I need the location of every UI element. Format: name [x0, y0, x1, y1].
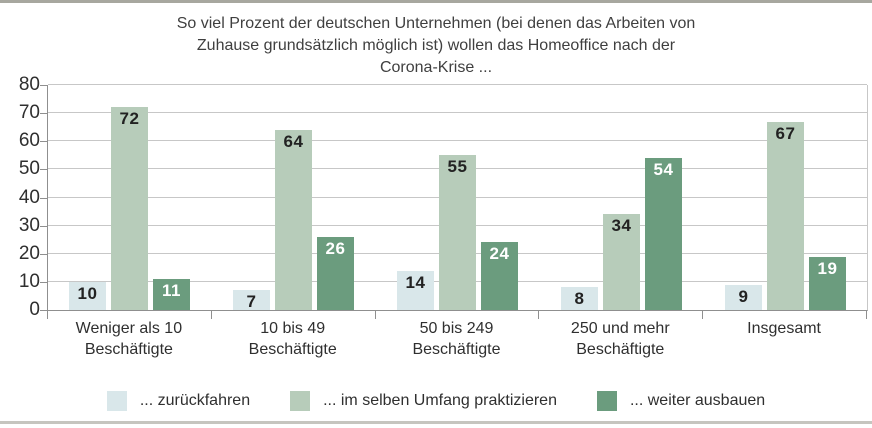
bar-value-label: 19: [817, 259, 838, 278]
bar-3-3: 24: [481, 242, 518, 310]
chart-title-line-1: So viel Prozent der deutschen Unternehme…: [176, 15, 696, 32]
y-tick-label: 30: [18, 214, 40, 236]
legend-label-1: ... zurückfahren: [139, 392, 251, 409]
gridline: [48, 84, 867, 85]
y-tick-mark: [40, 197, 47, 199]
y-tick-label: 0: [29, 299, 40, 320]
bar-4-2: 34: [603, 214, 640, 310]
bar-value-label: 64: [283, 132, 304, 151]
legend-swatch-2: [290, 391, 311, 411]
bar-value-label: 55: [447, 157, 468, 176]
bar-4-1: 8: [561, 287, 598, 310]
x-tick-mark: [211, 311, 212, 319]
y-tick-mark: [40, 169, 47, 171]
x-tick-mark: [866, 311, 867, 319]
bar-value-label: 67: [775, 124, 796, 143]
y-tick-mark: [40, 310, 47, 311]
x-category-label: 250 und mehr Beschäftigte: [570, 320, 670, 358]
y-tick-mark: [40, 225, 47, 227]
bar-3-2: 55: [439, 155, 476, 310]
x-tick-mark: [538, 311, 539, 319]
bottom-border-bar: [0, 421, 872, 424]
x-category-label: 50 bis 249 Beschäftigte: [412, 320, 501, 358]
y-tick-mark: [40, 253, 47, 255]
bar-value-label: 10: [77, 284, 98, 303]
gridline: [48, 112, 867, 114]
x-tick-mark: [702, 311, 703, 319]
bar-value-label: 8: [574, 289, 585, 308]
bar-value-label: 72: [119, 109, 140, 128]
legend-label-3: ... weiter ausbauen: [629, 392, 766, 409]
y-tick-label: 80: [18, 74, 40, 95]
bar-1-1: 10: [69, 282, 106, 310]
y-tick-mark: [40, 141, 47, 143]
bar-value-label: 14: [405, 273, 426, 292]
y-tick-label: 60: [18, 130, 40, 152]
chart-title-line-2: Zuhause grundsätzlich möglich ist) wolle…: [196, 37, 676, 54]
legend-swatch-1: [106, 391, 127, 411]
bar-1-3: 11: [153, 279, 190, 310]
bar-2-2: 64: [275, 130, 312, 310]
y-tick-label: 40: [18, 186, 40, 208]
bar-1-2: 72: [111, 107, 148, 310]
bar-3-1: 14: [397, 271, 434, 310]
bar-5-3: 19: [809, 257, 846, 310]
y-tick-label: 20: [18, 242, 40, 264]
x-tick-mark: [47, 311, 48, 319]
bar-2-1: 7: [233, 290, 270, 311]
bar-value-label: 26: [325, 239, 346, 258]
plot-area: 10 72 11 7 64 26 14 55 24 8 34 54 9 67 19: [47, 84, 868, 311]
legend-item-1: ... zurückfahren: [106, 391, 251, 411]
y-tick-label: 70: [18, 102, 40, 124]
bar-4-3: 54: [645, 158, 682, 310]
bar-5-1: 9: [725, 285, 762, 310]
y-tick-mark: [40, 281, 47, 283]
y-tick-label: 10: [18, 270, 40, 292]
bar-value-label: 24: [489, 244, 510, 263]
bar-value-label: 9: [738, 287, 749, 306]
bar-2-3: 26: [317, 237, 354, 310]
chart-title: So viel Prozent der deutschen Unternehme…: [0, 13, 872, 79]
top-border-bar: [0, 0, 872, 3]
x-category-label: 10 bis 49 Beschäftigte: [248, 320, 337, 358]
legend: ... zurückfahren ... im selben Umfang pra…: [0, 391, 872, 411]
chart-title-line-3: Corona-Krise ...: [379, 59, 493, 76]
y-tick-mark: [40, 113, 47, 115]
x-tick-mark: [375, 311, 376, 319]
bar-5-2: 67: [767, 122, 804, 310]
gridline: [48, 140, 867, 142]
x-category-label: Insgesamt: [747, 320, 821, 337]
bar-value-label: 54: [653, 160, 674, 179]
bar-value-label: 7: [246, 292, 257, 311]
y-tick-label: 50: [18, 158, 40, 180]
y-tick-mark: [40, 85, 47, 86]
x-category-label: Weniger als 10 Beschäftigte: [75, 320, 183, 358]
legend-item-3: ... weiter ausbauen: [596, 391, 766, 411]
bar-value-label: 11: [162, 281, 181, 300]
legend-swatch-3: [596, 391, 617, 411]
legend-item-2: ... im selben Umfang praktizieren: [290, 391, 557, 411]
bar-value-label: 34: [611, 216, 632, 235]
legend-label-2: ... im selben Umfang praktizieren: [323, 392, 557, 409]
